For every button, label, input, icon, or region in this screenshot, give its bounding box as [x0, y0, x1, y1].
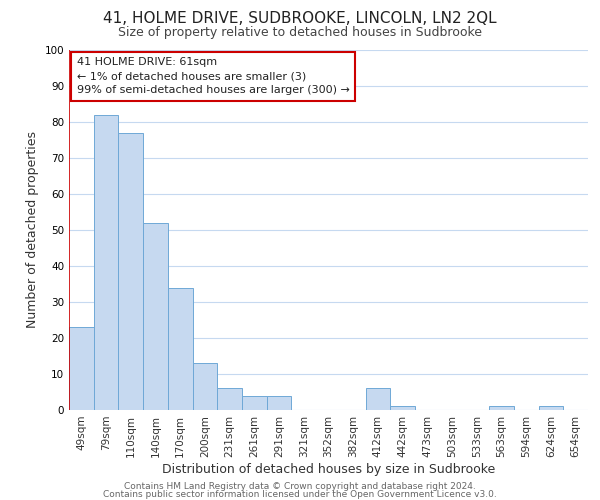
- Bar: [193, 363, 217, 410]
- Bar: [168, 288, 193, 410]
- Bar: [489, 406, 514, 410]
- Text: Size of property relative to detached houses in Sudbrooke: Size of property relative to detached ho…: [118, 26, 482, 39]
- Bar: [242, 396, 267, 410]
- X-axis label: Distribution of detached houses by size in Sudbrooke: Distribution of detached houses by size …: [162, 462, 495, 475]
- Text: Contains HM Land Registry data © Crown copyright and database right 2024.: Contains HM Land Registry data © Crown c…: [124, 482, 476, 491]
- Bar: [143, 223, 168, 410]
- Text: 41, HOLME DRIVE, SUDBROOKE, LINCOLN, LN2 2QL: 41, HOLME DRIVE, SUDBROOKE, LINCOLN, LN2…: [103, 11, 497, 26]
- Y-axis label: Number of detached properties: Number of detached properties: [26, 132, 39, 328]
- Bar: [94, 115, 118, 410]
- Text: Contains public sector information licensed under the Open Government Licence v3: Contains public sector information licen…: [103, 490, 497, 499]
- Bar: [217, 388, 242, 410]
- Bar: [267, 396, 292, 410]
- Text: 41 HOLME DRIVE: 61sqm
← 1% of detached houses are smaller (3)
99% of semi-detach: 41 HOLME DRIVE: 61sqm ← 1% of detached h…: [77, 57, 350, 95]
- Bar: [539, 406, 563, 410]
- Bar: [390, 406, 415, 410]
- Bar: [69, 327, 94, 410]
- Bar: [118, 133, 143, 410]
- Bar: [365, 388, 390, 410]
